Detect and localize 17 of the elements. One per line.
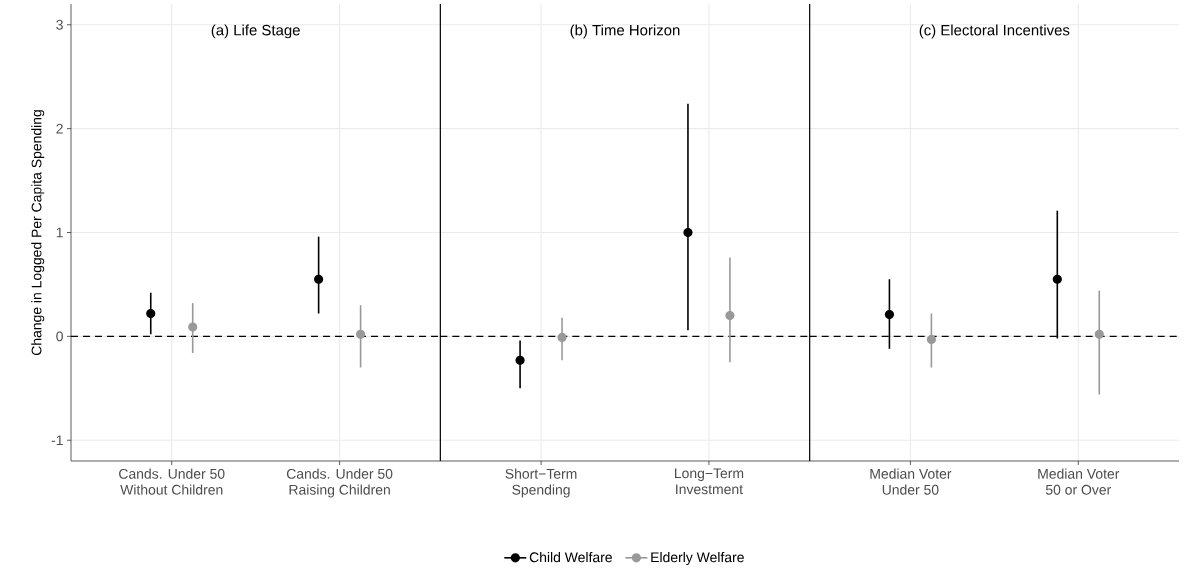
legend-label: Elderly Welfare: [651, 552, 744, 566]
text: (c) Electoral Incentives: [919, 24, 1070, 39]
y-tick-label: 3: [56, 19, 63, 30]
x-tick-label: Median Voter Under 50: [870, 468, 952, 495]
y-tick-label: -1: [51, 435, 63, 446]
y-tick-label: 2: [56, 123, 63, 134]
x-tick-label: Cands. Under 50 Without Children: [119, 468, 225, 495]
text: (a) Life Stage: [211, 24, 300, 39]
x-tick-label: Long−Term Investment: [675, 468, 744, 495]
x-tick-label: Median Voter 50 or Over: [1038, 468, 1120, 495]
x-tick-label: Cands. Under 50 Raising Children: [286, 468, 393, 498]
x-tick-label: Short−Term Spending: [505, 468, 577, 498]
text: (b) Time Horizon: [570, 24, 680, 39]
y-axis-title: Change in Logged Per Capita Spending: [31, 110, 45, 356]
y-tick-label: 0: [56, 331, 63, 342]
y-tick-label: 1: [56, 227, 63, 238]
legend-label: Child Welfare: [529, 552, 612, 563]
